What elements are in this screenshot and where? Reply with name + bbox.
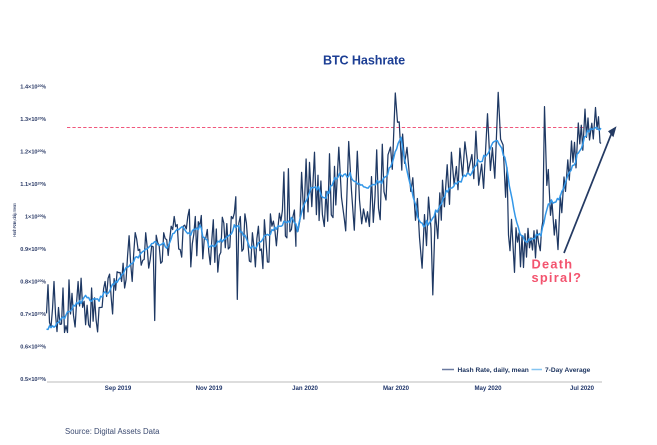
- svg-text:1.3×1020%: 1.3×1020%: [20, 116, 46, 123]
- svg-text:Mar 2020: Mar 2020: [383, 385, 410, 392]
- svg-text:Nov 2019: Nov 2019: [196, 385, 223, 392]
- svg-text:spiral?: spiral?: [532, 270, 583, 285]
- svg-text:Sep 2019: Sep 2019: [105, 385, 132, 392]
- svg-text:1.1×1020%: 1.1×1020%: [20, 181, 46, 188]
- svg-text:0.5×1020%: 0.5×1020%: [20, 376, 46, 383]
- svg-text:0.6×1020%: 0.6×1020%: [20, 344, 46, 351]
- svg-text:0.8×1020%: 0.8×1020%: [20, 279, 46, 286]
- svg-text:1×1020%: 1×1020%: [25, 214, 47, 221]
- svg-text:Hash Rate, daily, mean: Hash Rate, daily, mean: [458, 367, 529, 374]
- svg-text:Jul 2020: Jul 2020: [570, 385, 595, 392]
- svg-text:7-Day Average: 7-Day Average: [545, 367, 591, 374]
- svg-text:May 2020: May 2020: [474, 385, 502, 392]
- svg-text:0.7×1020%: 0.7×1020%: [20, 311, 46, 318]
- svg-text:Death: Death: [532, 257, 574, 272]
- svg-text:Source: Digital Assets Data: Source: Digital Assets Data: [65, 427, 160, 436]
- svg-text:0.9×1020%: 0.9×1020%: [20, 246, 46, 253]
- svg-text:1.2×1020%: 1.2×1020%: [20, 149, 46, 156]
- svg-text:1.4×1020%: 1.4×1020%: [20, 84, 46, 91]
- svg-text:Jan 2020: Jan 2020: [292, 385, 318, 392]
- svg-text:BTC Hashrate: BTC Hashrate: [323, 53, 405, 67]
- svg-text:Hash Rate, daily, mean: Hash Rate, daily, mean: [12, 202, 17, 237]
